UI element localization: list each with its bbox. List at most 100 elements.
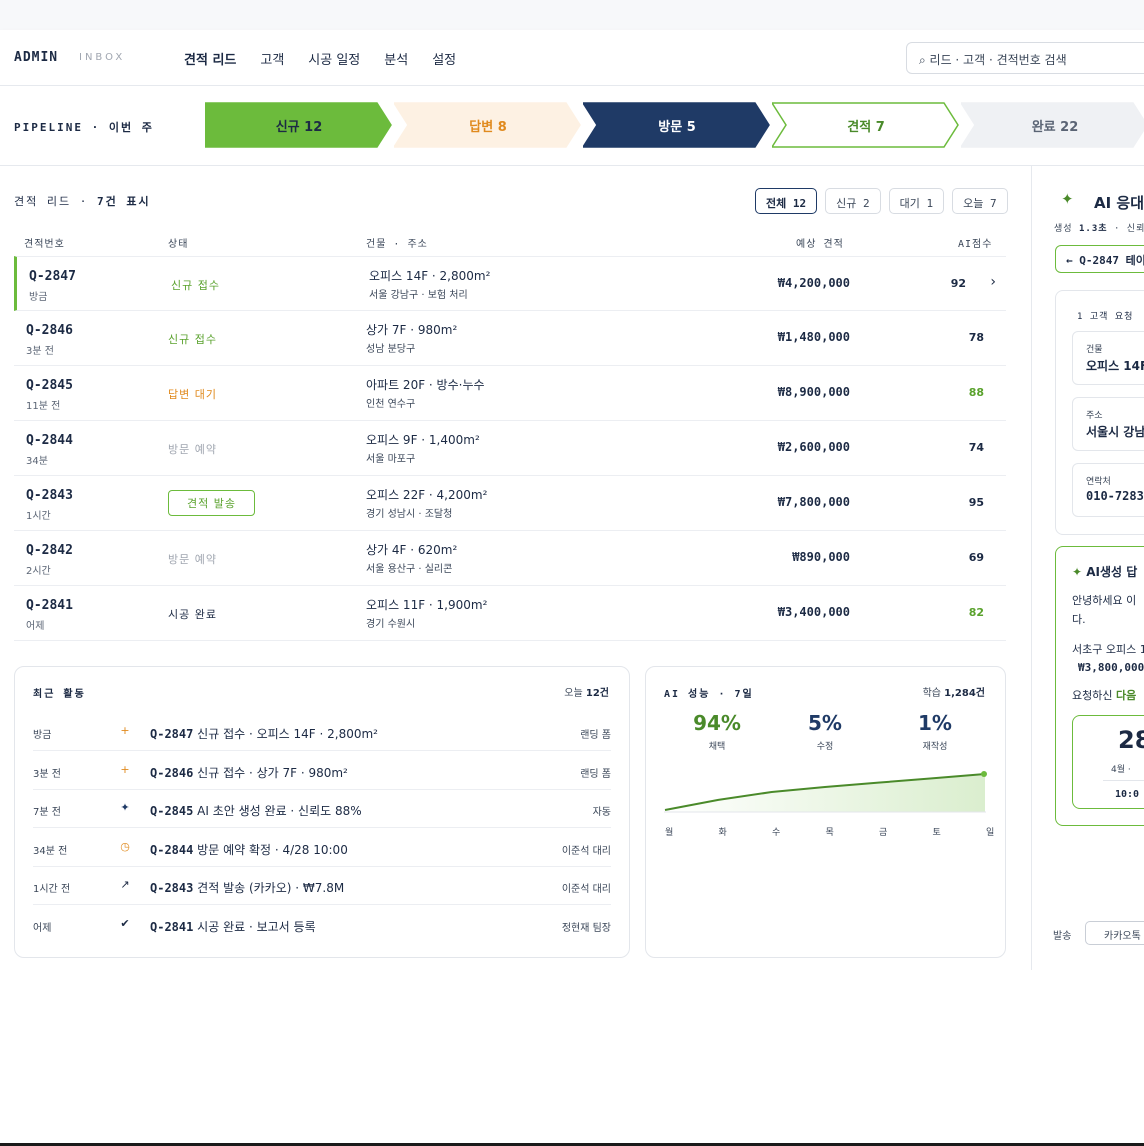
activity-item[interactable]: 3분 전 + Q-2846 신규 접수 · 상가 7F · 980m² 랜딩 폼 [33,752,611,790]
activity-actor: 정현재 팀장 [561,922,611,934]
activity-time: 3분 전 [33,768,61,780]
nav-customers[interactable]: 고객 [260,53,285,68]
activity-item[interactable]: 1시간 전 ↗ Q-2843 견적 발송 (카카오) · ₩7.8M 이준석 대리 [33,867,611,905]
perf-learn: 학습 1,284건 [923,684,985,699]
panel-sub-rest: · 신뢰 [1107,224,1144,234]
ai-draft-title: ✦ AI생성 답 [1072,563,1137,580]
table-row[interactable]: Q-2842 2시간 방문 예약 상가 4F · 620m² 서울 용산구 · 실리콘 ₩… [14,531,1006,586]
activity-title: 최근 활동 [33,689,86,700]
activity-text: Q-2847 신규 접수 · 오피스 14F · 2,800m² [150,725,378,742]
activity-actor: 랜딩 폼 [580,730,611,741]
activity-time: 방금 [33,730,52,741]
day-label: 월 [665,828,674,838]
estimated-price: ₩1,480,000 [777,330,850,344]
activity-item[interactable]: 방금 + Q-2847 신규 접수 · 오피스 14F · 2,800m² 랜딩 폼 [33,713,611,751]
date-day: 28 [1118,726,1144,754]
sparkle-icon: ✦ [1072,565,1083,579]
chevron-right-icon[interactable]: › [990,274,996,290]
col-header-score: AI점수 [958,239,993,250]
filter-today[interactable]: 오늘 7 [952,188,1008,214]
activity-item[interactable]: 어제 ✔ Q-2841 시공 완료 · 보고서 등록 정현재 팀장 [33,906,611,944]
lead-id: Q-2843 [26,488,73,503]
visit-date-option[interactable]: 28 4월 · 10:0 [1072,715,1144,809]
nav-schedule[interactable]: 시공 일정 [308,53,361,68]
activity-actor: 랜딩 폼 [580,768,611,780]
stage-reply[interactable]: 답변 8 [394,102,582,148]
building-info: 오피스 14F · 2,800m² [369,269,491,283]
table-row[interactable]: Q-2841 어제 시공 완료 오피스 11F · 1,900m² 경기 수원시 ₩3,4… [14,586,1006,641]
perf-title: AI 성능 · 7일 [664,689,754,700]
field-phone: 연락처 010-7283 [1072,463,1144,517]
activity-time: 34분 전 [33,845,68,857]
lead-time: 2시간 [26,566,51,577]
activity-text: Q-2844 방문 예약 확정 · 4/28 10:00 [150,841,348,858]
search-input[interactable]: ⌕ 리드 · 고객 · 견적번호 검색 [906,42,1144,74]
status-badge: 신규 접수 [168,333,217,346]
plus-icon: + [120,762,130,776]
activity-item[interactable]: 7분 전 ✦ Q-2845 AI 초안 생성 완료 · 신뢰도 88% 자동 [33,790,611,828]
status-badge: 견적 발송 [168,490,255,516]
request-title: 1 고객 요청 [1077,312,1134,322]
stage-label: 답변 8 [469,119,507,135]
field-address-label: 주소 [1086,411,1103,421]
stat-edit-label: 수정 [816,742,834,752]
lead-id: Q-2847 [29,269,76,284]
list-title: 견적 리드 · 7건 표시 [14,193,151,209]
filter-new[interactable]: 신규 2 [825,188,881,214]
stat-edit: 5% 수정 [790,711,860,752]
address: 서울 용산구 · 실리콘 [366,564,453,575]
table-row[interactable]: Q-2845 11분 전 답변 대기 아파트 20F · 방수·누수 인천 연수구 ₩8,… [14,366,1006,421]
stage-new[interactable]: 신규 12 [205,102,393,148]
stage-done[interactable]: 완료 22 [961,102,1144,148]
send-kakao-button[interactable]: 카카오톡 [1085,921,1144,945]
field-building-label: 건물 [1086,345,1103,355]
customer-request-card: 1 고객 요청 건물 오피스 14F 주소 서울시 강남 연락처 010-728… [1055,290,1144,535]
filter-all[interactable]: 전체 12 [755,188,818,214]
lead-id: Q-2846 [26,323,73,338]
ai-score: 78 [968,331,984,344]
lead-id: Q-2844 [26,433,73,448]
stage-label: 견적 7 [847,119,885,135]
table-row[interactable]: Q-2847 방금 신규 접수 오피스 14F · 2,800m² 서울 강남구 · 보… [14,256,1006,311]
recent-activity-card: 최근 활동 오늘 12건 방금 + Q-2847 신규 접수 · 오피스 14F ·… [14,666,630,958]
table-row[interactable]: Q-2846 3분 전 신규 접수 상가 7F · 980m² 성남 분당구 ₩1,480… [14,311,1006,366]
filter-waiting[interactable]: 대기 1 [888,188,945,214]
activity-desc: AI 초안 생성 완료 · 신뢰도 88% [193,804,362,818]
stage-visit[interactable]: 방문 5 [583,102,771,148]
stage-label: 방문 5 [658,119,696,135]
activity-desc: 신규 접수 · 상가 7F · 980m² [193,765,348,780]
leads-table: Q-2847 방금 신규 접수 오피스 14F · 2,800m² 서울 강남구 · 보… [14,256,1006,641]
activity-text: Q-2845 AI 초안 생성 완료 · 신뢰도 88% [150,802,362,819]
status-badge: 신규 접수 [171,279,220,292]
perf-line-chart [664,771,987,813]
activity-lead-id: Q-2843 [150,881,194,895]
activity-text: Q-2846 신규 접수 · 상가 7F · 980m² [150,764,348,781]
day-label: 금 [879,828,888,838]
lead-time: 어제 [26,621,45,632]
table-row[interactable]: Q-2843 1시간 견적 발송 오피스 22F · 4,200m² 경기 성남시 · … [14,476,1006,531]
activity-lead-id: Q-2847 [150,727,194,741]
stat-adopt: 94% 채택 [682,711,752,752]
activity-lead-id: Q-2844 [150,842,194,857]
activity-item[interactable]: 34분 전 ◷ Q-2844 방문 예약 확정 · 4/28 10:00 이준석 대리 [33,829,611,867]
perf-area [665,774,985,812]
ai-line2: 다. [1072,613,1086,626]
nav-settings[interactable]: 설정 [432,53,457,68]
estimated-price: ₩890,000 [792,550,850,564]
nav-leads[interactable]: 견적 리드 [184,53,237,68]
activity-desc: 시공 완료 · 보고서 등록 [193,919,316,934]
stat-adopt-value: 94% [693,711,741,735]
lead-tab[interactable]: ← Q-2847 테이 [1055,245,1144,273]
ai-score: 74 [968,441,984,454]
day-label: 토 [932,828,941,838]
field-address: 주소 서울시 강남 [1072,397,1144,451]
stage-quote[interactable]: 견적 7 [772,102,960,148]
day-label: 수 [772,828,781,838]
nav-analytics[interactable]: 분석 [384,53,409,68]
activity-time: 어제 [33,922,52,934]
status-badge: 방문 예약 [168,553,217,566]
activity-actor: 이준석 대리 [561,845,611,857]
table-row[interactable]: Q-2844 34분 방문 예약 오피스 9F · 1,400m² 서울 마포구 ₩2,6… [14,421,1006,476]
activity-lead-id: Q-2846 [150,765,194,780]
ai-draft-line4: 요청하신 다음 [1072,687,1136,703]
